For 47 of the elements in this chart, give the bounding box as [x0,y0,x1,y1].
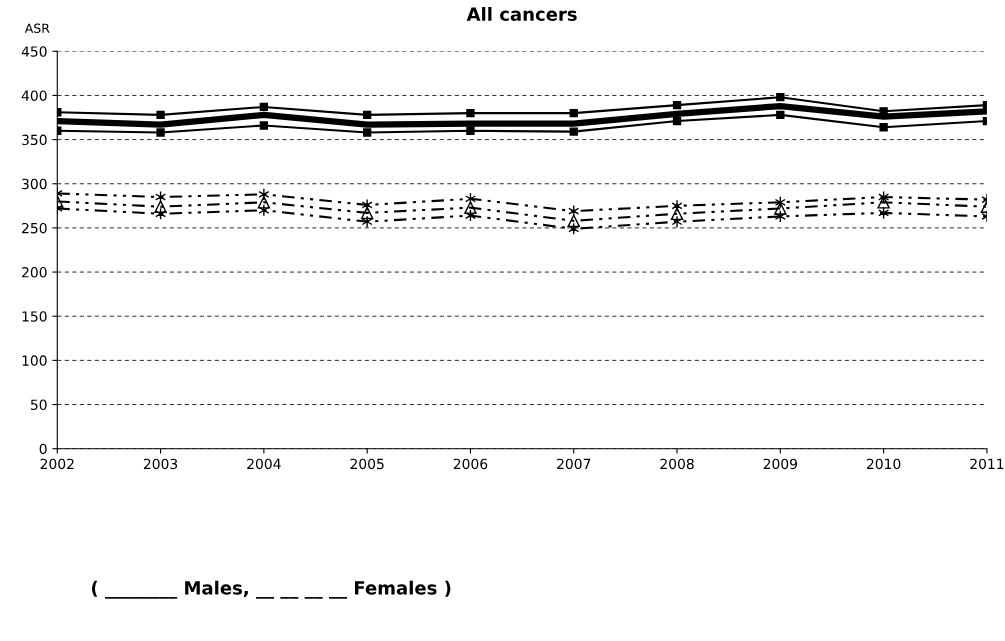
y-tick-label: 50 [30,399,47,411]
point [671,215,683,228]
point [258,203,270,217]
point [670,207,684,221]
point [361,215,373,228]
x-tick-label: 2002 [40,458,74,470]
x-tick-label: 2004 [247,458,281,470]
point [569,108,578,118]
y-tick-label: 250 [22,222,47,234]
x-tick-label: 2003 [143,458,178,470]
point [360,206,374,220]
point [156,128,165,137]
y-tick-label: 100 [22,355,47,366]
point [776,110,785,120]
x-tick-label: 2008 [660,458,694,470]
point [154,200,167,213]
point [362,128,372,137]
x-tick-label: 2010 [866,458,901,470]
x-tick-label: 2011 [970,458,1004,470]
point [776,93,785,102]
y-tick-label: 400 [21,90,47,101]
point [259,102,269,112]
x-tick-label: 2009 [763,458,798,470]
point [672,116,682,126]
point [257,196,271,209]
chart-title: All cancers [466,7,577,21]
x-tick-label: 2006 [453,458,488,470]
text: ( ________ Males, __ __ __ __ Females ) [92,580,451,599]
point [362,110,372,120]
y-tick-label: 350 [22,134,47,146]
y-tick-label: 0 [39,443,47,455]
y-tick-label: 300 [22,178,47,190]
point [569,127,578,136]
y-tick-label: 200 [22,267,47,278]
point [156,110,165,120]
point [567,214,580,228]
point [466,126,475,135]
point [466,108,475,118]
point [672,100,682,110]
point [259,121,269,130]
y-tick-label: 450 [21,46,47,57]
y-axis-title: ASR [24,23,50,33]
x-tick-label: 2005 [350,458,384,470]
point [464,201,477,214]
point [879,123,888,132]
x-tick-label: 2007 [557,458,591,470]
y-tick-label: 150 [22,311,47,322]
